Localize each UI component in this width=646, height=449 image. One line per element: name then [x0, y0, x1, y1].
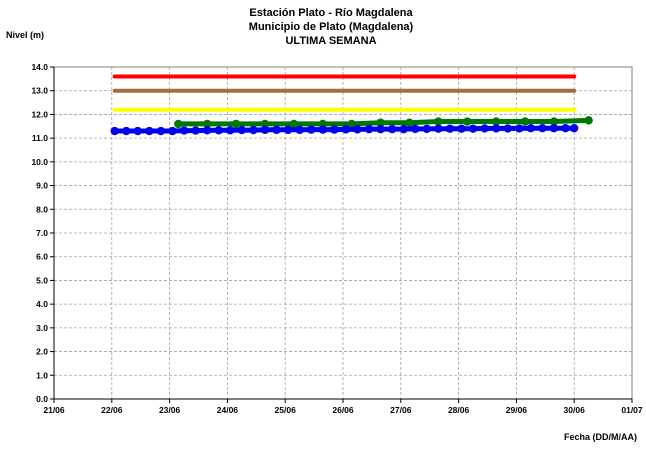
series-3-point: [463, 117, 472, 126]
y-tick-label: 1.0: [36, 370, 48, 380]
series-4-point: [307, 125, 316, 134]
series-4-point: [434, 124, 443, 133]
series-4-point: [422, 124, 432, 134]
series-3-point: [231, 119, 241, 129]
series-4-point: [168, 126, 177, 136]
series-4-point: [387, 124, 397, 134]
y-tick-label: 11.0: [32, 133, 48, 143]
series-4-point: [561, 123, 570, 133]
y-tick-label: 8.0: [36, 204, 48, 214]
series-4-point: [480, 124, 489, 133]
series-4-point: [364, 124, 374, 134]
series-4-point: [457, 124, 466, 133]
series-4-point: [145, 126, 154, 136]
series-4-point: [468, 124, 478, 133]
series-3-point: [520, 117, 530, 126]
series-3-point: [202, 119, 212, 129]
y-tick-label: 5.0: [36, 275, 48, 285]
series-4-point: [330, 125, 339, 134]
series-4-point: [353, 125, 362, 134]
series-4-point: [526, 123, 536, 133]
x-tick-label: 25/06: [275, 405, 297, 415]
y-tick-label: 13.0: [31, 86, 48, 96]
series-3-point: [174, 119, 183, 129]
series-4-point: [570, 123, 579, 133]
x-tick-label: 29/06: [506, 405, 528, 415]
y-tick-label: 12.0: [31, 109, 48, 119]
chart-title-line-3: ULTIMA SEMANA: [285, 35, 376, 47]
series-4-point: [110, 126, 119, 136]
series-4-point: [133, 126, 143, 136]
series-4-point: [179, 126, 189, 135]
series-4-point: [376, 124, 385, 134]
series-4-point: [122, 126, 131, 136]
y-tick-label: 3.0: [36, 323, 48, 333]
x-tick-label: 22/06: [101, 405, 123, 415]
series-3-point: [376, 118, 385, 127]
x-tick-label: 28/06: [448, 405, 470, 415]
series-4-point: [503, 124, 512, 133]
series-4-point: [260, 125, 270, 135]
series-4-point: [411, 124, 420, 134]
series-3-point: [549, 117, 559, 126]
series-3-point: [347, 119, 356, 129]
y-tick-label: 14.0: [31, 62, 48, 72]
series-3-point: [491, 117, 501, 126]
x-tick-label: 01/07: [621, 405, 643, 415]
series-4-point: [249, 125, 258, 135]
series-4-point: [445, 124, 455, 133]
series-4-point: [214, 126, 223, 135]
chart-title-line-2: Municipio de Plato (Magdalena): [249, 21, 414, 33]
x-tick-label: 24/06: [217, 405, 239, 415]
series-4-point: [283, 125, 293, 135]
y-tick-label: 4.0: [36, 299, 48, 309]
series-4-point: [272, 125, 281, 135]
series-4-point: [538, 123, 547, 133]
x-tick-label: 26/06: [332, 405, 354, 415]
series-3-point: [260, 119, 270, 129]
y-tick-label: 0.0: [36, 394, 48, 404]
series-4-point: [318, 125, 327, 134]
series-3-point: [584, 116, 593, 125]
x-tick-label: 27/06: [390, 405, 412, 415]
series-3-point: [434, 117, 443, 126]
series-4-point: [515, 124, 524, 133]
y-tick-label: 9.0: [36, 181, 48, 191]
series-4-point: [549, 123, 559, 133]
chart-title-line-1: Estación Plato - Río Magdalena: [249, 7, 413, 19]
series-3-point: [289, 119, 299, 129]
series-4-point: [156, 126, 166, 136]
y-tick-label: 10.0: [31, 157, 48, 167]
x-axis-title: Fecha (DD/M/AA): [564, 432, 637, 442]
x-tick-label: 30/06: [564, 405, 586, 415]
series-4-point: [295, 125, 304, 135]
series-4-point: [226, 126, 235, 135]
x-tick-label: 23/06: [159, 405, 181, 415]
x-tick-label: 21/06: [43, 405, 65, 415]
series-4-point: [399, 124, 408, 134]
y-tick-label: 6.0: [36, 252, 48, 262]
series-4-point: [202, 126, 212, 135]
series-4-point: [191, 126, 200, 135]
series-3-point: [405, 118, 414, 127]
y-axis-title: Nivel (m): [6, 30, 44, 40]
series-4-point: [237, 125, 247, 135]
y-tick-label: 7.0: [36, 228, 48, 238]
series-4-point: [341, 125, 351, 134]
series-4-point: [491, 124, 501, 133]
y-tick-label: 2.0: [36, 347, 48, 357]
